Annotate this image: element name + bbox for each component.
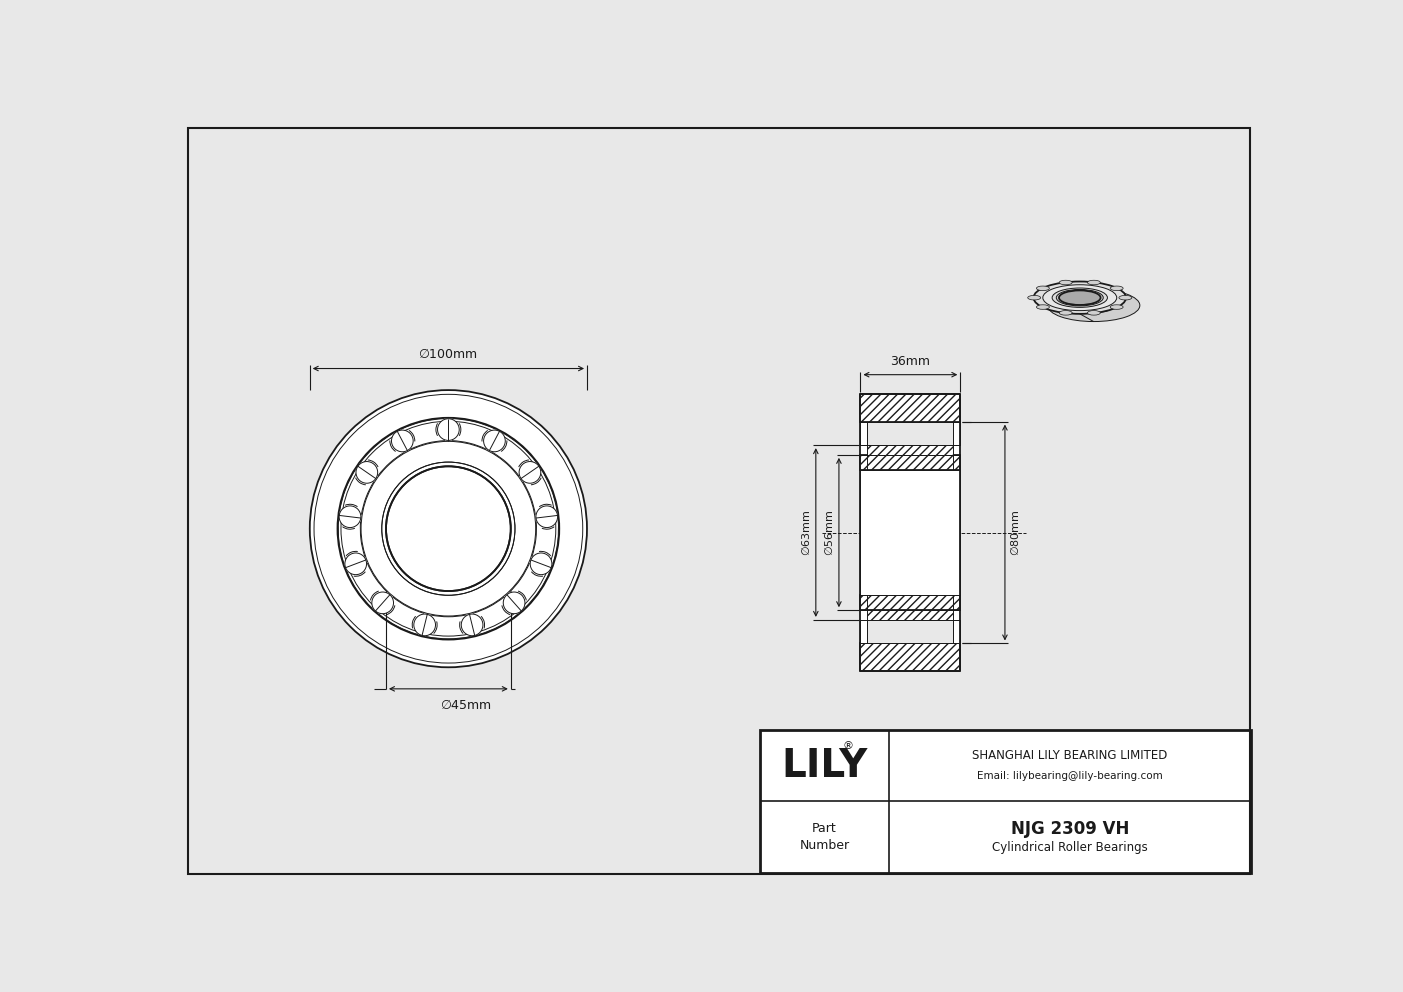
Ellipse shape — [1048, 290, 1139, 321]
Bar — [860, 394, 960, 672]
Circle shape — [414, 614, 435, 636]
Bar — [760, 730, 1250, 873]
Text: $\varnothing$80mm: $\varnothing$80mm — [1009, 509, 1021, 556]
Ellipse shape — [1034, 282, 1127, 313]
Text: Email: lilybearing@lily-bearing.com: Email: lilybearing@lily-bearing.com — [976, 771, 1163, 781]
Bar — [867, 422, 954, 445]
Circle shape — [310, 390, 586, 668]
Ellipse shape — [1110, 286, 1124, 291]
Circle shape — [530, 553, 551, 574]
Text: ®: ® — [842, 741, 853, 751]
Bar — [867, 445, 954, 455]
Text: Cylindrical Roller Bearings: Cylindrical Roller Bearings — [992, 840, 1148, 853]
Text: $\varnothing$63mm: $\varnothing$63mm — [800, 509, 812, 556]
Bar — [860, 455, 960, 470]
Ellipse shape — [1087, 281, 1100, 285]
Circle shape — [484, 431, 505, 451]
Ellipse shape — [1028, 296, 1041, 300]
Bar — [860, 470, 960, 595]
Circle shape — [356, 461, 377, 483]
Circle shape — [345, 553, 366, 574]
Bar — [860, 644, 960, 672]
Ellipse shape — [1087, 310, 1100, 315]
Text: LILY: LILY — [781, 747, 867, 785]
Ellipse shape — [1073, 299, 1114, 312]
Ellipse shape — [1059, 291, 1100, 305]
Circle shape — [340, 506, 361, 528]
Ellipse shape — [1042, 285, 1117, 310]
Ellipse shape — [1056, 290, 1103, 306]
Bar — [860, 394, 960, 422]
Circle shape — [462, 614, 483, 636]
Ellipse shape — [1059, 310, 1072, 315]
Bar — [860, 620, 960, 644]
Ellipse shape — [1037, 305, 1049, 310]
Bar — [867, 620, 954, 644]
Bar — [867, 610, 954, 620]
Ellipse shape — [1037, 286, 1049, 291]
Bar — [860, 422, 960, 445]
Ellipse shape — [1052, 288, 1107, 308]
Text: NJG 2309 VH: NJG 2309 VH — [1010, 819, 1129, 837]
Circle shape — [438, 419, 459, 440]
Text: 36mm: 36mm — [891, 355, 930, 368]
Circle shape — [519, 461, 540, 483]
Circle shape — [536, 506, 557, 528]
Circle shape — [391, 431, 412, 451]
Bar — [860, 595, 960, 610]
Text: SHANGHAI LILY BEARING LIMITED: SHANGHAI LILY BEARING LIMITED — [972, 749, 1167, 762]
Bar — [760, 730, 1250, 873]
Text: Part
Number: Part Number — [800, 822, 850, 852]
Circle shape — [386, 466, 511, 591]
Ellipse shape — [1059, 281, 1072, 285]
Circle shape — [372, 592, 393, 614]
Text: $\varnothing$100mm: $\varnothing$100mm — [418, 347, 478, 361]
Ellipse shape — [1110, 305, 1124, 310]
Circle shape — [504, 592, 525, 614]
Ellipse shape — [1120, 296, 1132, 300]
Text: $\varnothing$56mm: $\varnothing$56mm — [824, 509, 835, 556]
Text: $\varnothing$45mm: $\varnothing$45mm — [439, 698, 491, 712]
